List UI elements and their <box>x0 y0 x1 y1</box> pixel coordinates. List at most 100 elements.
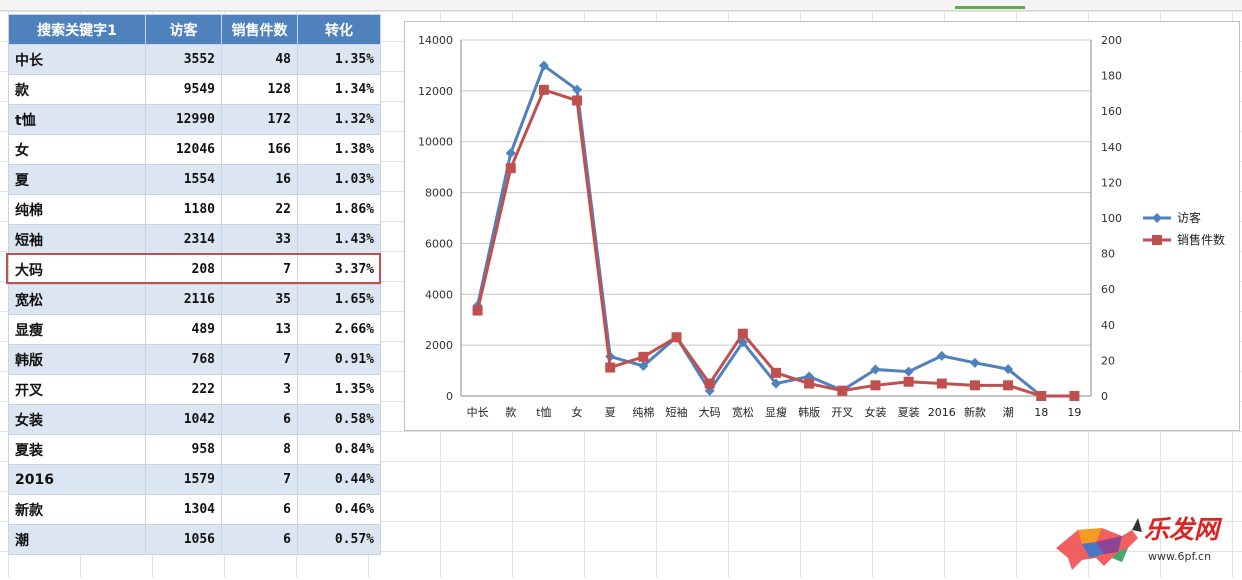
cell-keyword[interactable]: 中长 <box>8 44 146 75</box>
cell-visitors[interactable]: 768 <box>145 344 222 375</box>
cell-visitors[interactable]: 1180 <box>145 194 222 225</box>
cell-keyword[interactable]: 纯棉 <box>8 194 146 225</box>
y-right-tick-label: 180 <box>1101 70 1122 83</box>
cell-visitors[interactable]: 1579 <box>145 464 222 495</box>
cell-visitors[interactable]: 12046 <box>145 134 222 165</box>
cell-keyword[interactable]: 潮 <box>8 524 146 555</box>
cell-sales[interactable]: 128 <box>221 74 298 105</box>
header-keyword[interactable]: 搜索关键字1 <box>8 14 146 45</box>
cell-keyword[interactable]: 开叉 <box>8 374 146 405</box>
cell-sales[interactable]: 13 <box>221 314 298 345</box>
cell-sales[interactable]: 8 <box>221 434 298 465</box>
cell-keyword[interactable]: 宽松 <box>8 284 146 315</box>
cell-sales[interactable]: 7 <box>221 344 298 375</box>
cell-conversion[interactable]: 1.35% <box>297 44 381 75</box>
header-conversion[interactable]: 转化 <box>297 14 381 45</box>
x-tick-label: 18 <box>1034 406 1048 419</box>
cell-visitors[interactable]: 208 <box>145 254 222 285</box>
y-right-tick-label: 100 <box>1101 212 1122 225</box>
cell-conversion[interactable]: 1.65% <box>297 284 381 315</box>
data-point-sales <box>472 305 483 316</box>
cell-conversion[interactable]: 0.91% <box>297 344 381 375</box>
cell-conversion[interactable]: 1.43% <box>297 224 381 255</box>
y-left-tick-label: 0 <box>446 390 453 403</box>
cell-conversion[interactable]: 1.03% <box>297 164 381 195</box>
data-point-visitors <box>505 148 516 159</box>
cell-sales[interactable]: 166 <box>221 134 298 165</box>
cell-sales[interactable]: 3 <box>221 374 298 405</box>
cell-visitors[interactable]: 12990 <box>145 104 222 135</box>
cell-visitors[interactable]: 1554 <box>145 164 222 195</box>
cell-keyword[interactable]: 韩版 <box>8 344 146 375</box>
cell-sales[interactable]: 35 <box>221 284 298 315</box>
cell-visitors[interactable]: 2314 <box>145 224 222 255</box>
cell-conversion[interactable]: 0.57% <box>297 524 381 555</box>
cell-visitors[interactable]: 222 <box>145 374 222 405</box>
cell-keyword[interactable]: 短袖 <box>8 224 146 255</box>
header-sales[interactable]: 销售件数 <box>221 14 298 45</box>
cell-visitors[interactable]: 2116 <box>145 284 222 315</box>
cell-sales[interactable]: 33 <box>221 224 298 255</box>
cell-sales[interactable]: 6 <box>221 524 298 555</box>
cell-conversion[interactable]: 0.46% <box>297 494 381 525</box>
cell-sales[interactable]: 6 <box>221 404 298 435</box>
cell-conversion[interactable]: 0.58% <box>297 404 381 435</box>
cell-sales[interactable]: 172 <box>221 104 298 135</box>
x-tick-label: 显瘦 <box>765 405 787 419</box>
cell-conversion[interactable]: 0.44% <box>297 464 381 495</box>
cell-visitors[interactable]: 958 <box>145 434 222 465</box>
cell-sales[interactable]: 6 <box>221 494 298 525</box>
x-tick-label: 夏 <box>605 406 616 419</box>
legend-label: 销售件数 <box>1177 232 1225 247</box>
cell-visitors[interactable]: 3552 <box>145 44 222 75</box>
data-point-visitors <box>1003 364 1014 375</box>
cell-visitors[interactable]: 9549 <box>145 74 222 105</box>
cell-conversion[interactable]: 0.84% <box>297 434 381 465</box>
data-point-visitors <box>638 360 649 371</box>
cell-conversion[interactable]: 1.34% <box>297 74 381 105</box>
cell-visitors[interactable]: 489 <box>145 314 222 345</box>
header-visitors[interactable]: 访客 <box>145 14 222 45</box>
y-left-tick-label: 14000 <box>418 34 453 47</box>
cell-conversion[interactable]: 2.66% <box>297 314 381 345</box>
cell-keyword[interactable]: 女装 <box>8 404 146 435</box>
cell-sales[interactable]: 22 <box>221 194 298 225</box>
cell-sales[interactable]: 7 <box>221 254 298 285</box>
table-row: 大码 208 7 3.37% <box>8 254 381 285</box>
cell-keyword[interactable]: 显瘦 <box>8 314 146 345</box>
cell-keyword[interactable]: 女 <box>8 134 146 165</box>
x-tick-label: 2016 <box>928 406 956 419</box>
y-right-tick-label: 0 <box>1101 390 1108 403</box>
table-row: 夏 1554 16 1.03% <box>8 164 381 195</box>
data-point-sales <box>737 328 748 339</box>
cell-keyword[interactable]: 新款 <box>8 494 146 525</box>
cell-sales[interactable]: 48 <box>221 44 298 75</box>
cell-visitors[interactable]: 1042 <box>145 404 222 435</box>
cell-conversion[interactable]: 1.86% <box>297 194 381 225</box>
column-header-strip[interactable] <box>0 0 1242 11</box>
data-point-visitors <box>969 357 980 368</box>
cell-sales[interactable]: 16 <box>221 164 298 195</box>
x-tick-label: 大码 <box>699 405 721 419</box>
cell-keyword[interactable]: 夏 <box>8 164 146 195</box>
cell-conversion[interactable]: 1.35% <box>297 374 381 405</box>
cell-sales[interactable]: 7 <box>221 464 298 495</box>
cell-keyword[interactable]: 大码 <box>8 254 146 285</box>
table-row: t恤 12990 172 1.32% <box>8 104 381 135</box>
x-tick-label: 短袖 <box>666 405 688 419</box>
cell-keyword[interactable]: 款 <box>8 74 146 105</box>
cell-keyword[interactable]: t恤 <box>8 104 146 135</box>
cell-conversion[interactable]: 1.38% <box>297 134 381 165</box>
keyword-table: 搜索关键字1 访客 销售件数 转化 中长 3552 48 1.35% 款 9549 128 1… <box>8 14 381 555</box>
y-right-tick-label: 160 <box>1101 105 1122 118</box>
cell-keyword[interactable]: 夏装 <box>8 434 146 465</box>
series-line-visitors <box>476 64 1075 398</box>
cell-visitors[interactable]: 1304 <box>145 494 222 525</box>
cell-keyword[interactable]: 2016 <box>8 464 146 495</box>
cell-conversion[interactable]: 3.37% <box>297 254 381 285</box>
chart-frame[interactable]: 0 2000 4000 6000 8000 10000 12000 14000 0 20 40 60 8… <box>404 21 1240 431</box>
x-tick-label: 中长 <box>467 406 489 419</box>
cell-conversion[interactable]: 1.32% <box>297 104 381 135</box>
cell-visitors[interactable]: 1056 <box>145 524 222 555</box>
data-point-sales <box>1003 380 1014 391</box>
